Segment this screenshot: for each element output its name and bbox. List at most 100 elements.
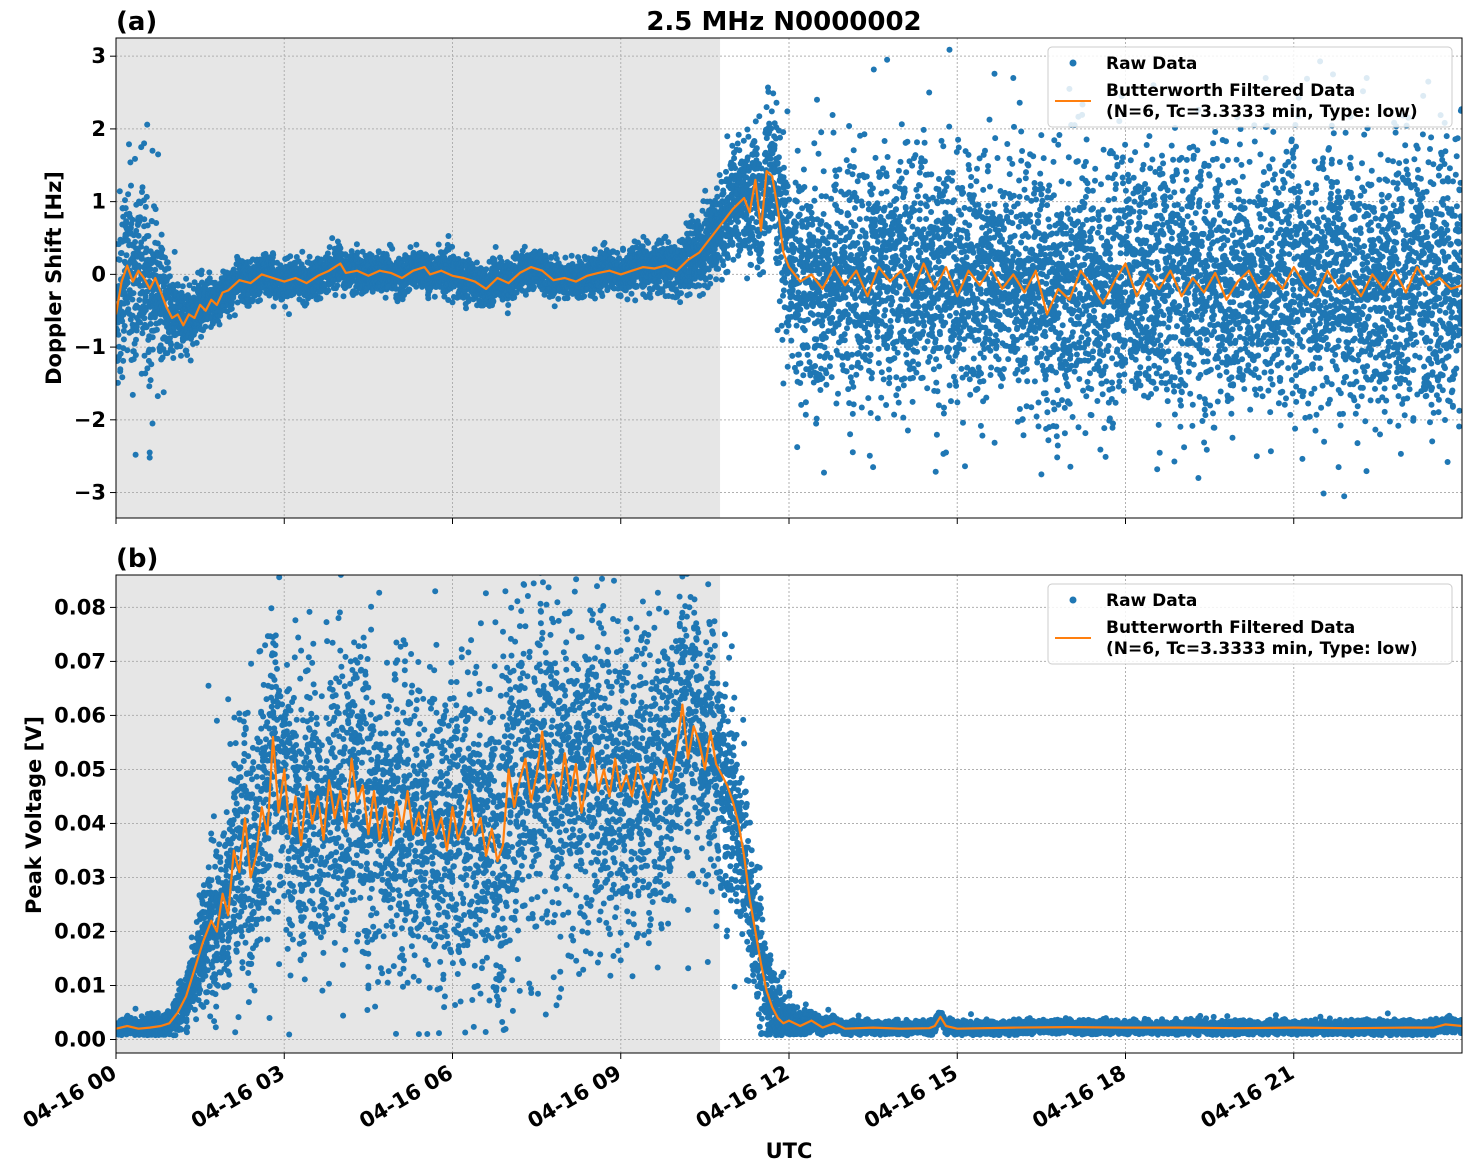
- raw-data-point: [129, 391, 136, 398]
- raw-data-point: [117, 366, 124, 373]
- raw-data-point: [632, 297, 639, 304]
- raw-data-point: [143, 245, 150, 252]
- raw-data-point: [662, 233, 669, 240]
- raw-data-point: [136, 297, 143, 303]
- raw-data-point: [139, 189, 145, 195]
- raw-data-point: [178, 352, 184, 359]
- raw-data-point: [145, 233, 152, 239]
- raw-data-point: [332, 292, 339, 298]
- raw-data-point: [617, 293, 624, 300]
- raw-data-point: [562, 254, 569, 261]
- raw-data-point: [521, 243, 528, 250]
- raw-data-point: [127, 159, 134, 166]
- raw-data-point: [153, 326, 160, 333]
- raw-data-point: [139, 184, 146, 191]
- raw-data-point: [192, 328, 199, 335]
- raw-data-point: [148, 361, 155, 368]
- raw-data-point: [449, 243, 456, 250]
- raw-data-point: [142, 370, 149, 377]
- raw-data-point: [129, 216, 136, 223]
- raw-data-point: [620, 247, 627, 253]
- raw-data-point: [143, 193, 150, 200]
- raw-data-point: [141, 352, 148, 359]
- raw-data-point: [179, 283, 186, 290]
- raw-data-point: [326, 244, 333, 251]
- raw-data-point: [473, 259, 480, 266]
- raw-data-point: [628, 290, 635, 297]
- raw-data-point: [698, 225, 704, 232]
- raw-data-point: [119, 374, 126, 381]
- raw-data-point: [123, 252, 130, 259]
- raw-data-point: [407, 244, 414, 251]
- raw-data-point: [123, 218, 130, 225]
- raw-data-point: [147, 377, 154, 384]
- raw-data-point: [120, 327, 127, 334]
- raw-data-point: [449, 299, 456, 306]
- raw-data-point: [492, 244, 499, 250]
- raw-data-point: [144, 365, 151, 372]
- raw-data-point: [463, 251, 470, 258]
- raw-data-point: [126, 141, 132, 148]
- figure-title: 2.5 MHz N0000002: [646, 7, 921, 37]
- raw-data-point: [154, 393, 161, 400]
- raw-data-point: [174, 282, 181, 289]
- raw-data-point: [191, 279, 198, 286]
- raw-data-point: [158, 231, 165, 238]
- raw-data-point: [132, 239, 139, 245]
- raw-data-point: [149, 334, 156, 341]
- raw-data-point: [665, 239, 672, 246]
- raw-data-point: [257, 297, 263, 304]
- raw-data-point: [592, 295, 598, 302]
- raw-data-point: [490, 298, 497, 305]
- raw-data-point: [116, 256, 123, 263]
- raw-data-point: [463, 305, 469, 312]
- raw-data-point: [445, 233, 452, 239]
- raw-data-point: [138, 243, 144, 250]
- raw-data-point: [325, 287, 332, 294]
- raw-data-point: [177, 343, 184, 350]
- raw-data-point: [142, 203, 149, 210]
- raw-data-point: [647, 294, 654, 301]
- raw-data-point: [198, 267, 205, 274]
- raw-data-point: [202, 323, 209, 330]
- raw-data-point: [245, 302, 252, 309]
- raw-data-point: [431, 293, 438, 300]
- raw-data-point: [382, 294, 389, 301]
- raw-data-point: [317, 295, 324, 302]
- raw-data-point: [187, 357, 194, 364]
- raw-data-point: [551, 303, 558, 310]
- raw-data-point: [216, 321, 223, 328]
- raw-data-point: [121, 323, 128, 329]
- raw-data-point: [286, 311, 292, 318]
- raw-data-point: [198, 333, 205, 340]
- raw-data-point: [130, 290, 137, 297]
- raw-data-point: [406, 286, 413, 293]
- raw-data-point: [133, 336, 139, 343]
- raw-data-point: [154, 240, 161, 247]
- raw-data-point: [354, 249, 361, 256]
- raw-data-point: [116, 188, 123, 195]
- raw-data-point: [142, 293, 149, 300]
- raw-data-point: [688, 212, 695, 219]
- raw-data-point: [677, 299, 684, 306]
- raw-data-point: [141, 315, 148, 322]
- raw-data-point: [340, 293, 347, 300]
- raw-data-point: [132, 155, 138, 162]
- raw-data-point: [124, 279, 131, 286]
- raw-data-point: [128, 182, 134, 189]
- raw-data-point: [306, 253, 313, 260]
- raw-data-point: [133, 324, 140, 330]
- raw-data-point: [149, 346, 156, 353]
- raw-data-point: [614, 249, 621, 256]
- raw-data-point: [678, 290, 684, 297]
- raw-data-point: [117, 350, 124, 357]
- raw-data-point: [337, 245, 344, 252]
- raw-data-point: [193, 339, 200, 346]
- raw-data-point: [146, 383, 153, 390]
- raw-data-point: [152, 266, 159, 273]
- raw-data-point: [530, 284, 537, 291]
- raw-data-point: [287, 253, 294, 260]
- raw-data-point: [228, 305, 235, 312]
- raw-data-point: [121, 289, 128, 296]
- raw-data-point: [183, 275, 190, 282]
